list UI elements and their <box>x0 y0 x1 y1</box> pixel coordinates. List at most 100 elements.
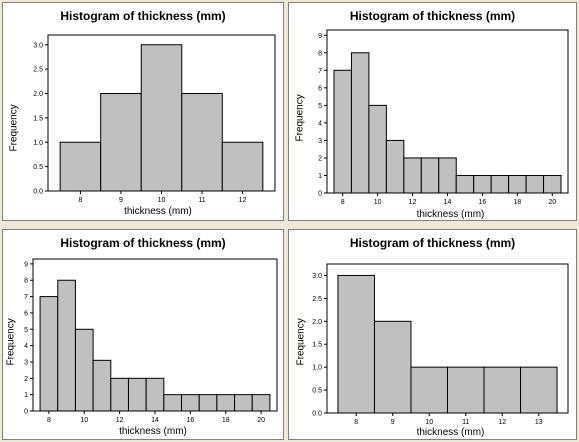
y-tick-label: 2.0 <box>33 91 43 98</box>
histogram-bar <box>525 174 545 194</box>
x-tick-label: 12 <box>239 197 247 204</box>
y-tick-label: 2 <box>318 155 322 162</box>
histogram-bar <box>333 69 352 194</box>
x-tick-label: 9 <box>119 197 123 204</box>
histogram-plot: 0.0 0.5 1.0 1.5 2.0 2.5 3.0 8 9 10 11 12 13 <box>312 263 569 426</box>
y-tick-label: 2.5 <box>33 67 43 74</box>
x-tick-label: 8 <box>354 419 358 426</box>
histogram-bar <box>543 174 562 194</box>
x-tick-label: 11 <box>462 419 469 426</box>
x-tick-label: 14 <box>444 199 452 206</box>
y-tick-label: 0.0 <box>312 411 322 418</box>
histogram-bar <box>455 174 475 194</box>
chart-title: Histogram of thickness (mm) <box>60 9 226 23</box>
y-tick-label: 7 <box>24 294 28 301</box>
x-tick-label: 18 <box>513 199 521 206</box>
x-tick-label: 11 <box>198 197 205 204</box>
x-tick-label: 20 <box>257 417 265 424</box>
y-tick-label: 1.5 <box>312 342 322 349</box>
histogram-bar <box>403 157 422 194</box>
x-tick-label: 8 <box>341 199 345 206</box>
histogram-bar <box>438 157 457 194</box>
histogram-bar <box>447 366 485 414</box>
histogram-bar <box>410 366 448 414</box>
x-tick-label: 14 <box>151 417 159 424</box>
histogram-bar <box>420 157 440 194</box>
histogram-bar <box>251 394 271 412</box>
y-tick-label: 8 <box>24 278 28 285</box>
y-axis-label: Frequency <box>5 318 17 366</box>
x-tick-label: 8 <box>78 197 82 204</box>
y-tick-label: 9 <box>24 261 28 268</box>
x-tick-label: 18 <box>222 417 230 424</box>
x-tick-label: 10 <box>80 417 88 424</box>
y-tick-label: 3.0 <box>33 42 43 49</box>
y-tick-label: 0.0 <box>33 189 43 196</box>
histogram-bar <box>100 93 142 192</box>
y-axis-label: Frequency <box>295 318 307 366</box>
x-tick-label: 12 <box>498 419 506 426</box>
x-tick-label: 20 <box>548 199 556 206</box>
x-tick-label: 13 <box>535 419 543 426</box>
histogram-bar <box>39 296 59 412</box>
histogram-bar <box>110 377 129 412</box>
y-tick-label: 0.5 <box>33 164 43 171</box>
y-tick-label: 1 <box>318 173 322 180</box>
histogram-bar <box>520 366 558 414</box>
histogram-bar <box>181 93 223 192</box>
histogram-bar <box>127 377 147 412</box>
histogram-bar <box>508 174 527 194</box>
histogram-bar <box>92 359 112 412</box>
chart-title: Histogram of thickness (mm) <box>349 9 516 23</box>
histogram-plot: 0.0 0.5 1.0 1.5 2.0 2.5 3.0 8 9 10 11 12 <box>33 34 276 204</box>
y-tick-label: 0 <box>318 191 322 198</box>
histogram-bar <box>74 328 94 412</box>
y-axis-label: Frequency <box>8 104 20 152</box>
y-tick-label: 2.5 <box>312 296 322 303</box>
y-tick-label: 2.0 <box>312 319 322 326</box>
x-axis-label: thickness (mm) <box>416 209 485 220</box>
x-tick-label: 12 <box>409 199 417 206</box>
chart-title: Histogram of thickness (mm) <box>60 236 226 250</box>
histogram-bar <box>337 274 375 414</box>
x-tick-label: 16 <box>479 199 487 206</box>
y-tick-label: 3.0 <box>312 273 322 280</box>
x-axis-label: thickness (mm) <box>119 426 187 437</box>
y-tick-label: 3 <box>24 359 28 366</box>
y-axis-label: Frequency <box>294 94 306 142</box>
histogram-panel-a: Histogram of thickness (mm) A 0.00.51.01… <box>2 2 284 221</box>
histogram-bar <box>473 174 492 194</box>
y-tick-label: 9 <box>318 33 322 40</box>
histogram-bar <box>490 174 510 194</box>
x-tick-label: 10 <box>374 199 382 206</box>
histogram-bar <box>234 394 253 412</box>
x-tick-label: 9 <box>391 419 395 426</box>
y-tick-label: 4 <box>318 120 322 127</box>
x-axis-label: thickness (mm) <box>416 427 485 438</box>
y-tick-label: 7 <box>318 68 322 75</box>
histogram-bar <box>198 394 218 412</box>
histogram-bar <box>483 366 522 414</box>
y-tick-label: 6 <box>24 310 28 317</box>
y-tick-label: 1.0 <box>312 365 322 372</box>
histogram-bar <box>385 139 405 194</box>
histogram-bar <box>221 141 264 192</box>
x-tick-label: 16 <box>186 417 194 424</box>
histogram-panel-c: Histogram of thickness (mm) C 0123456789… <box>2 229 284 440</box>
histogram-bar <box>368 104 387 194</box>
histogram-panel-b: Histogram of thickness (mm) B 0123456789… <box>288 2 577 221</box>
x-tick-label: 10 <box>158 197 166 204</box>
y-tick-label: 1.5 <box>33 115 43 122</box>
y-tick-label: 5 <box>24 327 28 334</box>
histogram-bar <box>57 279 76 412</box>
histogram-panel-d: Histogram of thickness (mm) D 0.00.51.01… <box>288 229 577 440</box>
x-tick-label: 12 <box>116 417 124 424</box>
chart-title: Histogram of thickness (mm) <box>349 236 516 250</box>
histogram-bar <box>145 377 165 412</box>
y-tick-label: 3 <box>318 138 322 145</box>
y-tick-label: 8 <box>318 50 322 57</box>
histogram-bar <box>216 394 236 412</box>
histogram-bar <box>181 394 200 412</box>
